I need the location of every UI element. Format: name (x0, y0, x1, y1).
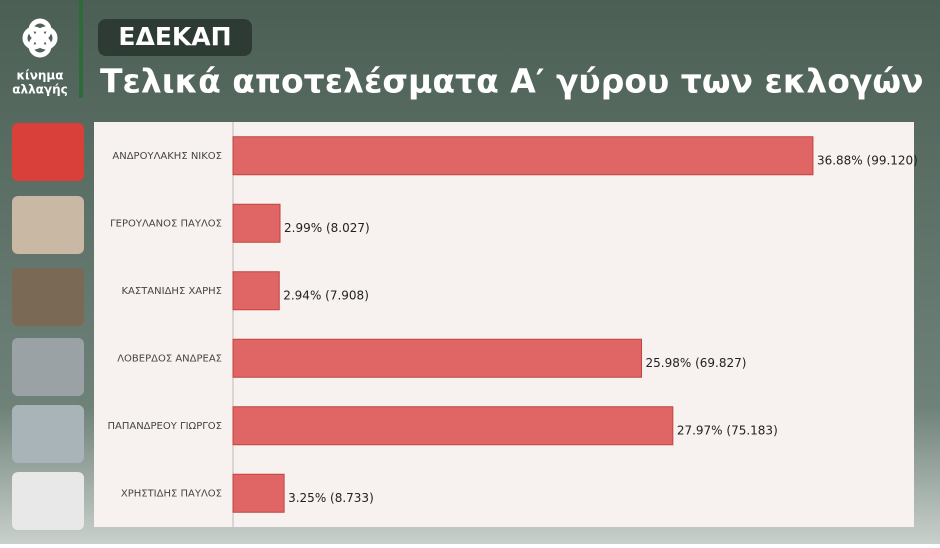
photo (12, 123, 84, 181)
bar (232, 473, 285, 513)
category-label: ΓΕΡΟΥΛΑΝΟΣ ΠΑΥΛΟΣ (110, 218, 222, 229)
bar (232, 136, 814, 176)
logo: κίνημα αλλαγής (12, 18, 68, 97)
category-label: ΠΑΠΑΝΔΡΕΟΥ ΓΙΩΡΓΟΣ (107, 421, 222, 432)
badge (98, 19, 252, 56)
badge-text: ΕΔΕΚΑΠ (118, 22, 231, 51)
value-label: 27.97% (75.183) (677, 423, 778, 437)
value-label: 25.98% (69.827) (646, 356, 747, 370)
photo (12, 268, 84, 326)
photo (12, 472, 84, 530)
value-label: 36.88% (99.120) (817, 153, 918, 167)
category-label: ΛΟΒΕΡΔΟΣ ΑΝΔΡΕΑΣ (117, 353, 222, 364)
category-label: ΚΑΣΤΑΝΙΔΗΣ ΧΑΡΗΣ (121, 286, 222, 297)
value-label: 3.25% (8.733) (288, 491, 374, 505)
photo (12, 338, 84, 396)
category-label: ΑΝΔΡΟΥΛΑΚΗΣ ΝΙΚΟΣ (112, 151, 222, 162)
photo (12, 405, 84, 463)
logo-text: αλλαγής (12, 83, 68, 97)
logo-text: κίνημα (17, 69, 64, 83)
bar (232, 406, 674, 446)
separator (79, 0, 83, 98)
bar (232, 338, 643, 378)
photo (12, 196, 84, 254)
value-label: 2.94% (7.908) (283, 288, 369, 302)
bar (232, 203, 281, 243)
value-label: 2.99% (8.027) (284, 221, 370, 235)
photos (12, 123, 84, 530)
category-label: ΧΡΗΣΤΙΔΗΣ ΠΑΥΛΟΣ (121, 488, 222, 499)
chart-panel (94, 122, 914, 527)
title: Τελικά αποτελέσματα Α′ γύρου των εκλογών (100, 62, 924, 101)
bar (232, 271, 280, 311)
